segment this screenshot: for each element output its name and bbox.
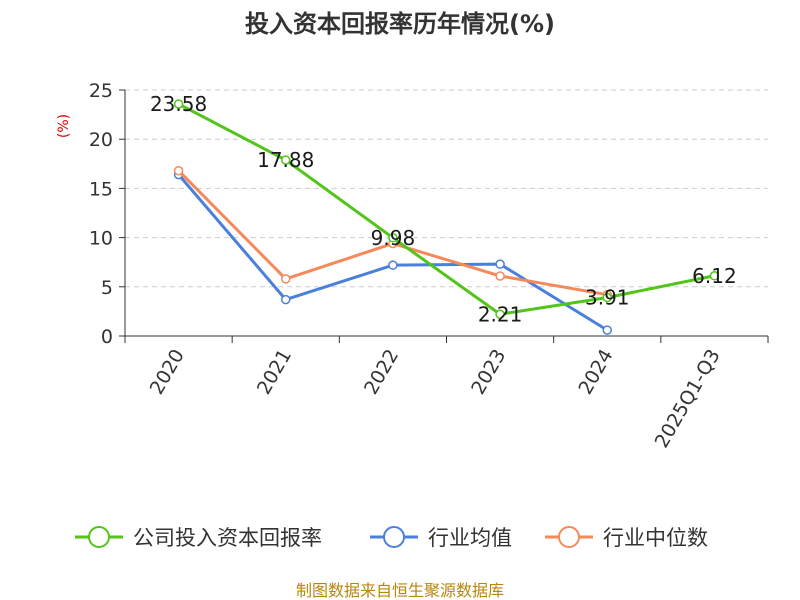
y-tick-label: 20 — [89, 129, 113, 151]
data-point — [173, 99, 184, 109]
legend-label: 公司投入资本回报率 — [133, 526, 322, 550]
data-label: 2.21 — [478, 302, 523, 326]
data-point — [495, 259, 505, 269]
legend-marker — [558, 526, 580, 548]
data-point — [602, 292, 612, 303]
data-point — [495, 309, 505, 320]
legend-marker — [88, 526, 110, 548]
legend-label: 行业均值 — [428, 526, 512, 550]
x-tick-label: 2024 — [574, 346, 617, 399]
data-labels: 23.58 17.88 9.98 2.21 3.91 6.12 — [150, 92, 737, 326]
data-point — [388, 233, 398, 243]
y-tick-label: 5 — [101, 277, 113, 299]
legend: 公司投入资本回报率 行业均值 行业中位数 — [75, 526, 708, 550]
source-note: 制图数据来自恒生聚源数据库 — [296, 581, 504, 600]
data-point — [709, 271, 720, 281]
data-point — [281, 155, 291, 165]
data-label: 6.12 — [692, 264, 737, 288]
data-label: 23.58 — [150, 92, 207, 116]
legend-marker — [383, 526, 405, 548]
y-tick-label: 15 — [89, 178, 113, 200]
x-tick-label: 2025Q1-Q3 — [651, 346, 725, 452]
data-point — [388, 260, 398, 270]
y-tick-label: 25 — [89, 80, 113, 102]
data-point — [602, 325, 612, 335]
x-tick-label: 2022 — [360, 346, 403, 399]
data-point — [281, 294, 291, 305]
y-tick-label: 0 — [101, 326, 113, 348]
x-tick-label: 2021 — [253, 346, 296, 399]
x-tick-label: 2020 — [146, 346, 189, 399]
data-point — [173, 165, 184, 176]
x-tick-label: 2023 — [467, 346, 510, 399]
data-point — [495, 271, 505, 281]
series-layer — [173, 99, 720, 335]
y-axis-label: (%) — [56, 114, 72, 138]
chart-title: 投入资本回报率历年情况(%) — [245, 10, 555, 38]
data-point — [281, 274, 291, 284]
data-label: 17.88 — [257, 148, 314, 172]
legend-label: 行业中位数 — [603, 526, 708, 550]
gridlines — [125, 89, 768, 288]
y-tick-label: 10 — [89, 228, 113, 250]
data-label: 9.98 — [371, 226, 416, 250]
data-label: 3.91 — [585, 286, 630, 310]
series-line — [177, 102, 715, 316]
